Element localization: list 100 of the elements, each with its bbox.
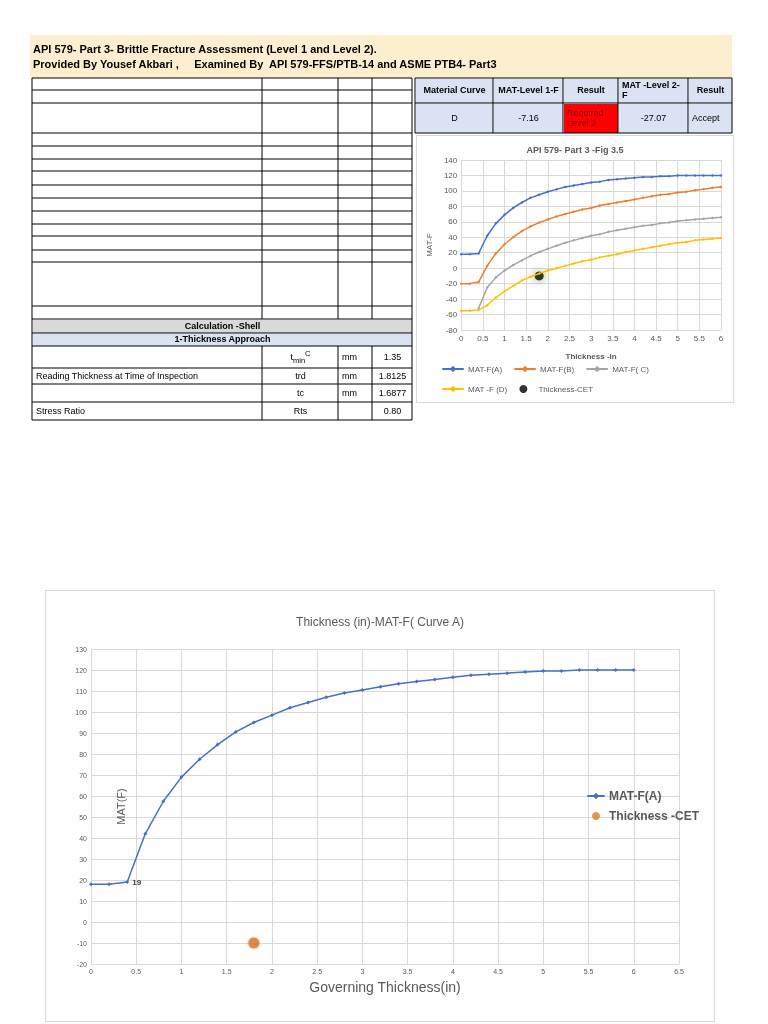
point bbox=[520, 258, 524, 262]
point bbox=[577, 668, 582, 672]
x-tick-label: 2.5 bbox=[563, 333, 576, 343]
x-tick-label: 1 bbox=[502, 333, 508, 343]
y-tick-label: 100 bbox=[443, 186, 458, 196]
point bbox=[179, 775, 184, 780]
point bbox=[684, 173, 688, 177]
y-tick-label: 60 bbox=[448, 217, 458, 227]
point bbox=[559, 669, 564, 674]
point bbox=[702, 217, 706, 221]
point bbox=[676, 173, 680, 177]
point bbox=[684, 190, 688, 194]
line-series bbox=[477, 215, 723, 310]
point bbox=[702, 238, 706, 242]
legend-label: MAT-F(A) bbox=[608, 789, 662, 803]
legend-label: Thickness-CET bbox=[538, 384, 594, 394]
text: Result bbox=[696, 85, 725, 96]
point bbox=[580, 182, 584, 186]
point bbox=[432, 677, 437, 682]
point bbox=[606, 178, 610, 182]
point bbox=[554, 214, 558, 218]
x-tick-label: 0 bbox=[459, 333, 465, 343]
point bbox=[580, 207, 584, 211]
legend-label: MAT-F(A) bbox=[468, 364, 503, 374]
point bbox=[306, 700, 311, 705]
point bbox=[414, 679, 419, 684]
point bbox=[658, 174, 662, 178]
point bbox=[477, 280, 481, 284]
point bbox=[658, 221, 662, 225]
point bbox=[494, 252, 498, 255]
point bbox=[342, 691, 347, 696]
x-axis-title: Thickness -in bbox=[565, 351, 617, 361]
point bbox=[595, 668, 600, 672]
legend-label: MAT-F(B) bbox=[540, 364, 575, 374]
text: -7.16 bbox=[518, 112, 539, 124]
y-tick-label: 80 bbox=[448, 201, 458, 211]
point bbox=[520, 201, 524, 204]
x-tick-label: 4 bbox=[632, 333, 638, 343]
point bbox=[487, 672, 492, 677]
text: 1.35 bbox=[383, 351, 402, 363]
point bbox=[360, 687, 365, 692]
text: 1-Thickness Approach bbox=[174, 334, 271, 345]
y-tick-label: -60 bbox=[445, 310, 458, 320]
y-tick-label: -20 bbox=[445, 279, 458, 289]
text: 1.6877 bbox=[378, 387, 407, 399]
x-tick-label: 3 bbox=[588, 333, 594, 343]
point bbox=[631, 668, 636, 672]
point bbox=[396, 681, 401, 686]
point bbox=[505, 671, 510, 676]
legend-label: MAT-F( C) bbox=[612, 364, 650, 374]
point bbox=[251, 720, 256, 725]
text: mm bbox=[342, 370, 357, 382]
point bbox=[503, 242, 507, 246]
text: Provided By Yousef Akbari , Examined By API 579-FFS/PTB-14 and ASME PTB4- Part3 bbox=[33, 58, 497, 71]
point bbox=[520, 279, 524, 283]
point bbox=[125, 880, 130, 885]
point bbox=[580, 259, 584, 263]
point bbox=[710, 186, 714, 190]
x-tick-label: 2 bbox=[545, 333, 551, 343]
point bbox=[598, 255, 602, 259]
point bbox=[572, 238, 576, 242]
point bbox=[459, 252, 463, 256]
chart-title: Thickness (in)-MAT-F( Curve A) bbox=[296, 615, 464, 629]
point bbox=[554, 187, 558, 191]
y-tick-label: -80 bbox=[445, 325, 458, 335]
point bbox=[529, 196, 533, 200]
point bbox=[650, 194, 654, 198]
point bbox=[632, 197, 636, 201]
point bbox=[537, 221, 541, 225]
point bbox=[658, 244, 662, 248]
text: MAT -Level 2-F bbox=[622, 80, 685, 101]
point bbox=[523, 670, 528, 675]
text: API 579- Part 3- Brittle Fracture Assessment (Level 1 and Level 2). bbox=[33, 42, 377, 55]
point bbox=[572, 262, 576, 266]
x-tick-label: 6 bbox=[718, 333, 724, 343]
point bbox=[161, 799, 166, 804]
point bbox=[650, 245, 654, 249]
point bbox=[529, 275, 533, 279]
point bbox=[378, 684, 383, 689]
x-tick-label: 3.5 bbox=[607, 333, 619, 343]
y-axis-title: MAT-F bbox=[424, 233, 434, 257]
point bbox=[89, 882, 93, 887]
text: Rts bbox=[293, 405, 308, 417]
point bbox=[269, 713, 274, 718]
x-tick-label: 1.5 bbox=[520, 333, 533, 343]
text: Accept bbox=[692, 112, 720, 124]
x-tick-label: 4.5 bbox=[650, 333, 663, 343]
y-tick-label: 40 bbox=[448, 232, 458, 242]
point bbox=[598, 180, 602, 184]
point bbox=[485, 286, 489, 289]
x-axis-title: Governing Thickness(in) bbox=[309, 978, 461, 995]
text: Result bbox=[577, 85, 605, 96]
point bbox=[702, 187, 706, 191]
point bbox=[468, 673, 473, 678]
point bbox=[459, 309, 463, 313]
point bbox=[632, 248, 636, 252]
y-axis-title: MAT(F) bbox=[114, 788, 127, 825]
y-tick-label: 120 bbox=[443, 170, 458, 180]
point bbox=[143, 831, 148, 836]
annotation: 19 bbox=[132, 877, 142, 887]
